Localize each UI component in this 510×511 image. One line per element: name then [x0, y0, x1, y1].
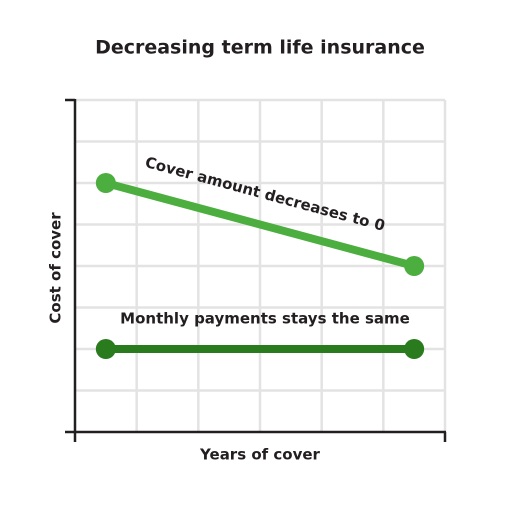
data-point — [95, 173, 116, 193]
series-label: Monthly payments stays the same — [120, 310, 410, 328]
data-point — [404, 339, 425, 359]
grid — [75, 98, 447, 432]
data-point — [404, 256, 425, 276]
data-point — [95, 339, 116, 359]
chart-title: Decreasing term life insurance — [95, 37, 425, 59]
axes — [65, 98, 447, 442]
x-axis-label: Years of cover — [199, 446, 321, 464]
series-line — [104, 179, 416, 270]
y-axis-label: Cost of cover — [47, 212, 65, 324]
